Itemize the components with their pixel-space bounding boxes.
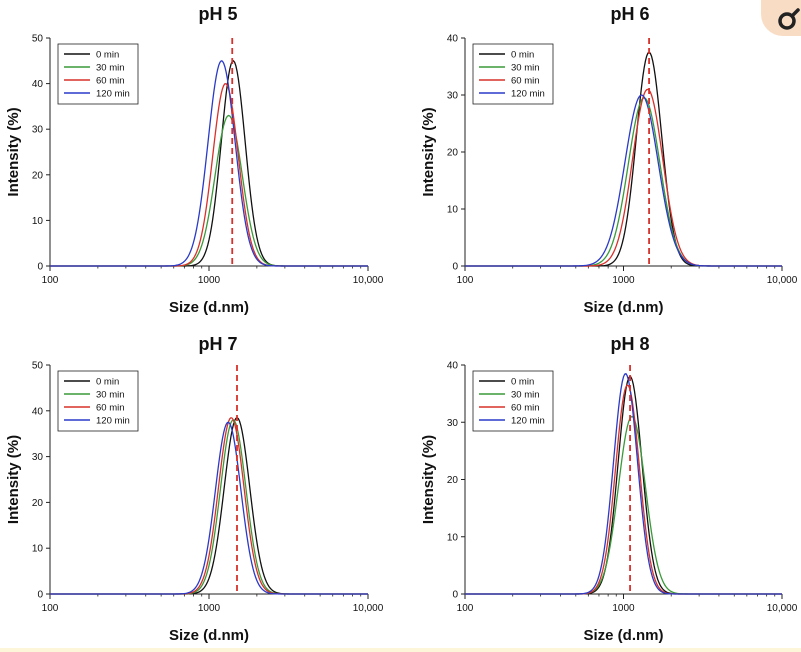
x-tick-label: 10,000	[767, 603, 798, 614]
y-tick-label: 40	[32, 79, 44, 90]
legend: 0 min 30 min 60 min 120 min	[472, 370, 554, 432]
series-line	[50, 421, 368, 595]
series-line	[50, 60, 368, 267]
chart-panel-4: pH 8 0 10 20 30 40 100 1000 10,000 Size (d.nm) Int…	[420, 334, 798, 644]
x-tick-label: 100	[457, 603, 474, 614]
legend-label: 0 min	[511, 377, 534, 388]
y-tick-label: 40	[32, 406, 44, 417]
x-axis-label: Size (d.nm)	[583, 299, 663, 316]
y-axis-label: Intensity (%)	[420, 435, 437, 524]
legend-label: 60 min	[511, 403, 540, 414]
y-axis-label: Intensity (%)	[5, 435, 22, 524]
legend-label: 30 min	[96, 390, 125, 401]
y-tick-label: 30	[32, 125, 44, 136]
legend-label: 60 min	[511, 76, 540, 87]
legend-label: 0 min	[96, 377, 119, 388]
x-tick-label: 100	[457, 275, 474, 286]
x-axis-label: Size (d.nm)	[583, 627, 663, 644]
chart-title: pH 7	[198, 334, 237, 354]
y-tick-label: 30	[447, 418, 459, 429]
y-tick-label: 0	[37, 590, 43, 601]
legend: 0 min 30 min 60 min 120 min	[57, 370, 139, 432]
y-tick-label: 10	[32, 216, 44, 227]
corner-badge-icon	[761, 0, 801, 36]
legend-label: 0 min	[96, 50, 119, 61]
legend-label: 30 min	[96, 63, 125, 74]
chart-panel-1: pH 5 0 10 20 30 40 50 100 1000 10,000 Size (d.nm) I…	[5, 4, 384, 316]
x-tick-label: 100	[42, 275, 59, 286]
y-tick-label: 50	[32, 34, 44, 45]
x-tick-label: 10,000	[353, 603, 384, 614]
chart-panel-2: pH 6 0 10 20 30 40 100 1000 10,000 Size (d.nm) Int…	[420, 4, 798, 316]
y-tick-label: 0	[452, 590, 458, 601]
y-tick-label: 0	[37, 262, 43, 273]
y-tick-label: 20	[447, 148, 459, 159]
legend-label: 0 min	[511, 50, 534, 61]
x-tick-label: 10,000	[767, 275, 798, 286]
chart-title: pH 5	[198, 4, 237, 24]
y-axis-label: Intensity (%)	[420, 107, 437, 196]
y-tick-label: 30	[447, 91, 459, 102]
legend: 0 min 30 min 60 min 120 min	[57, 43, 139, 105]
y-tick-label: 10	[447, 532, 459, 543]
series-line	[465, 415, 782, 595]
series-line	[50, 419, 368, 595]
y-tick-label: 20	[32, 170, 44, 181]
x-tick-label: 1000	[612, 603, 635, 614]
legend-label: 120 min	[96, 89, 130, 100]
chart-title: pH 6	[610, 4, 649, 24]
y-axis-label: Intensity (%)	[5, 107, 22, 196]
x-tick-label: 10,000	[353, 275, 384, 286]
y-tick-label: 10	[447, 205, 459, 216]
y-tick-label: 40	[447, 361, 459, 372]
bottom-strip	[0, 648, 801, 652]
legend-label: 120 min	[96, 416, 130, 427]
legend-label: 120 min	[511, 89, 545, 100]
legend-label: 30 min	[511, 390, 540, 401]
legend-label: 120 min	[511, 416, 545, 427]
series-line	[465, 94, 782, 267]
x-tick-label: 100	[42, 603, 59, 614]
corner-hook-icon	[778, 8, 800, 30]
chart-panel-3: pH 7 0 10 20 30 40 50 100 1000 10,000 Size (d.nm) I…	[5, 334, 384, 644]
series-line	[465, 372, 782, 595]
x-tick-label: 1000	[198, 603, 221, 614]
y-tick-label: 30	[32, 452, 44, 463]
y-tick-label: 0	[452, 262, 458, 273]
legend-label: 60 min	[96, 403, 125, 414]
y-tick-label: 20	[32, 498, 44, 509]
y-tick-label: 40	[447, 34, 459, 45]
y-tick-label: 20	[447, 475, 459, 486]
y-tick-label: 10	[32, 544, 44, 555]
x-axis-label: Size (d.nm)	[169, 627, 249, 644]
x-axis-label: Size (d.nm)	[169, 299, 249, 316]
legend: 0 min 30 min 60 min 120 min	[472, 43, 554, 105]
legend-label: 60 min	[96, 76, 125, 87]
y-tick-label: 50	[32, 361, 44, 372]
x-tick-label: 1000	[612, 275, 635, 286]
legend-label: 30 min	[511, 63, 540, 74]
chart-title: pH 8	[610, 334, 649, 354]
x-tick-label: 1000	[198, 275, 221, 286]
